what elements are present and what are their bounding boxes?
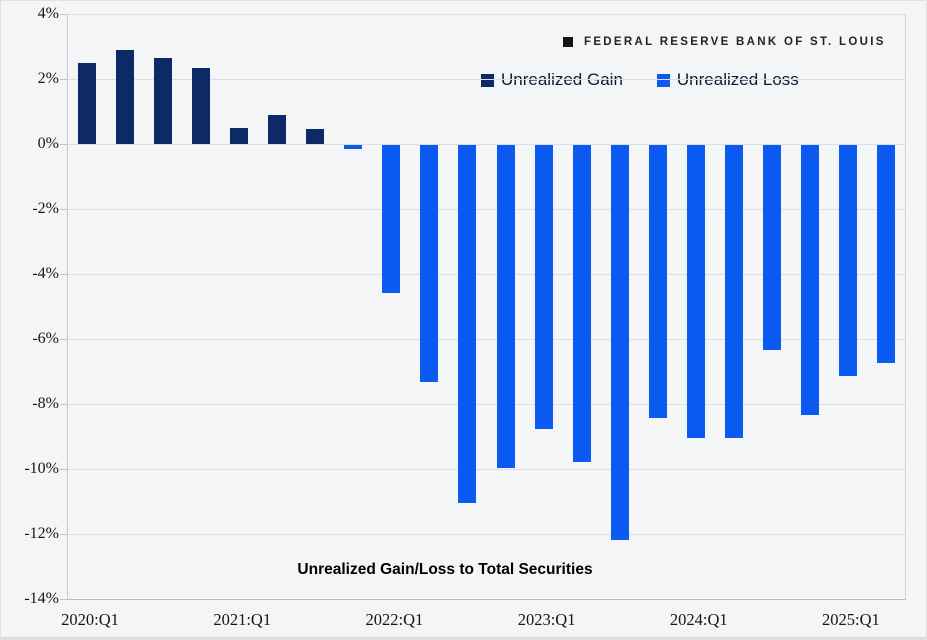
y-tick	[60, 534, 67, 535]
gain-swatch-icon	[481, 73, 494, 87]
y-tick-label: -10%	[24, 460, 59, 477]
y-tick-label: 4%	[37, 5, 59, 22]
bar-2020-q3	[154, 57, 173, 144]
gridline	[68, 79, 905, 80]
y-tick	[60, 14, 67, 15]
bar-2025-q1	[838, 145, 857, 376]
y-tick-label: -4%	[32, 265, 59, 282]
x-tick-label: 2025:Q1	[822, 610, 880, 629]
bar-2023-q1	[534, 145, 553, 430]
square-icon	[563, 37, 573, 47]
y-tick-label: 2%	[37, 70, 59, 87]
gridline	[68, 144, 905, 145]
y-tick	[60, 144, 67, 145]
bar-2022-q2	[420, 145, 439, 383]
bar-2024-q1	[686, 145, 705, 438]
y-tick	[60, 469, 67, 470]
y-tick	[60, 79, 67, 80]
y-tick-label: -6%	[32, 330, 59, 347]
bar-2022-q4	[496, 145, 515, 469]
bar-2024-q2	[724, 145, 743, 438]
bar-2023-q4	[648, 145, 667, 418]
gridline	[68, 274, 905, 275]
bar-2022-q1	[382, 145, 401, 293]
y-tick	[60, 404, 67, 405]
y-tick	[60, 274, 67, 275]
bar-2024-q3	[762, 145, 781, 350]
x-tick-label: 2024:Q1	[669, 610, 728, 629]
bar-2021-q4	[344, 145, 363, 150]
branding-label: FEDERAL RESERVE BANK OF ST. LOUIS	[584, 36, 886, 48]
y-tick	[60, 599, 67, 600]
gridline	[68, 404, 905, 405]
y-tick-label: 0%	[37, 135, 59, 152]
branding: FEDERAL RESERVE BANK OF ST. LOUIS	[563, 36, 886, 48]
gridline	[68, 339, 905, 340]
x-tick-label: 2023:Q1	[517, 610, 576, 629]
loss-swatch-icon	[656, 73, 670, 87]
y-tick	[60, 209, 67, 210]
bar-2020-q1	[78, 62, 97, 144]
y-tick	[60, 339, 67, 340]
chart-title: Unrealized Gain/Loss to Total Securities	[297, 561, 593, 578]
gridline	[68, 209, 905, 210]
bar-2023-q2	[572, 145, 591, 462]
y-tick-label: -14%	[24, 590, 59, 607]
bar-2021-q2	[268, 114, 287, 144]
bar-2022-q3	[458, 145, 477, 503]
bar-2025-q2	[876, 145, 895, 363]
plot-area	[67, 14, 906, 600]
bar-2023-q3	[610, 145, 629, 540]
y-tick-label: -2%	[32, 200, 59, 217]
x-tick-label: 2021:Q1	[213, 610, 272, 629]
bar-2020-q4	[192, 67, 211, 144]
x-tick-label: 2022:Q1	[365, 610, 424, 629]
bar-2021-q1	[230, 127, 249, 144]
y-tick-label: -8%	[32, 395, 59, 412]
bar-2024-q4	[800, 145, 819, 415]
x-tick-label: 2020:Q1	[61, 610, 119, 629]
bar-2021-q3	[306, 129, 325, 144]
bar-2020-q2	[116, 49, 135, 144]
gridline	[68, 14, 905, 15]
gridline	[68, 534, 905, 535]
gridline	[68, 469, 905, 470]
y-tick-label: -12%	[24, 525, 59, 542]
